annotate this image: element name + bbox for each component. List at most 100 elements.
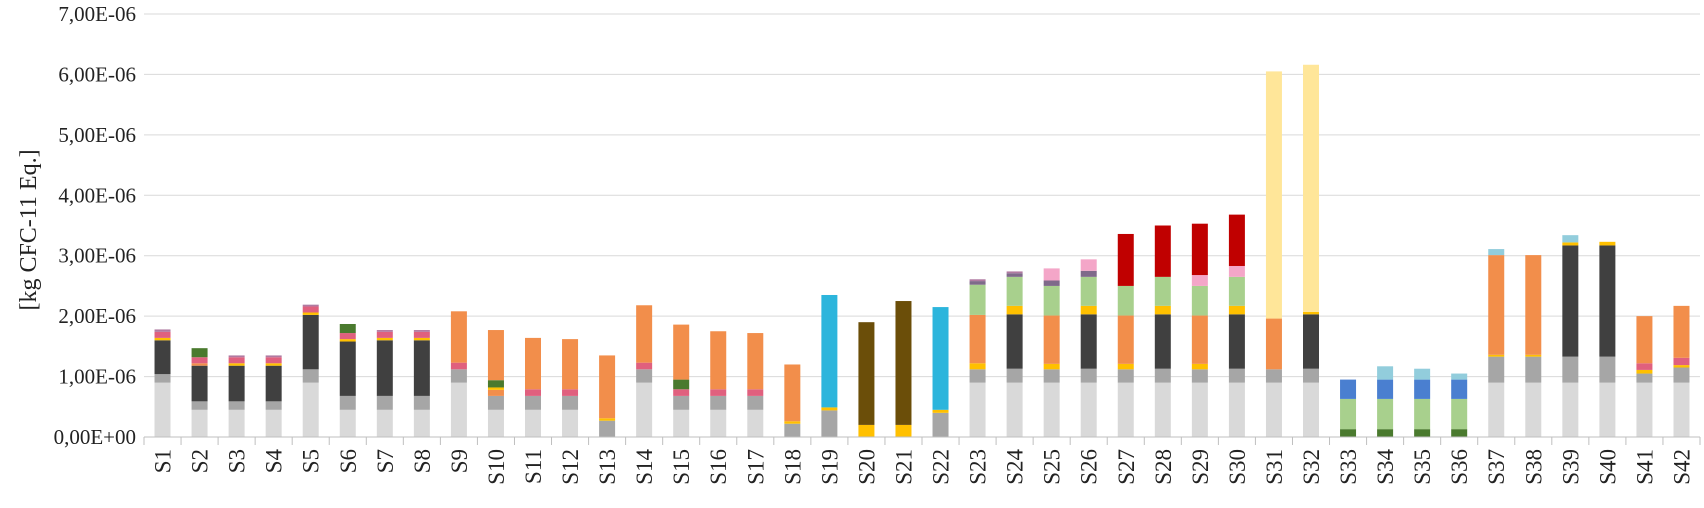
bar-segment: [487, 409, 504, 437]
bar-segment: [1525, 354, 1542, 357]
bar-segment: [969, 369, 986, 383]
bar-segment: [191, 363, 208, 366]
bar-segment: [450, 369, 467, 383]
bar-segment: [302, 382, 319, 437]
bar-stack-s11: [525, 337, 541, 437]
bar-segment: [1451, 373, 1468, 380]
x-tick-label: S38: [1521, 449, 1546, 485]
bar-segment: [1154, 276, 1171, 306]
bar-segment: [1191, 382, 1208, 437]
bar-segment: [339, 341, 356, 396]
bar-segment: [1043, 285, 1060, 316]
x-tick-labels: S1 S2 S3 S4 S5 S6 S7 S8 S9 S10 S11 S12 S13 S14 S15 S16 S…: [151, 449, 1695, 485]
bar-segment: [1303, 311, 1319, 315]
bar-segment: [1228, 368, 1245, 383]
bar-stack-s42: [1673, 305, 1690, 437]
bar-segment: [1265, 71, 1282, 319]
bar-segment: [1562, 242, 1579, 246]
y-tick-labels: 0,00E+00 1,00E-06 2,00E-06 3,00E-06 4,00E-06…: [54, 2, 136, 449]
bar-segment: [1228, 265, 1245, 277]
bar-segment: [1043, 363, 1060, 370]
x-tick-label: S6: [336, 449, 361, 473]
bar-segment: [1006, 368, 1023, 383]
bar-segment: [1414, 398, 1431, 430]
bar-segment: [1562, 235, 1579, 243]
bar-stack-s20: [858, 322, 875, 437]
x-tick-label: S27: [1114, 449, 1139, 485]
bar-stack-s14: [636, 305, 653, 437]
bar-segment: [1340, 398, 1357, 430]
bar-segment: [1080, 368, 1097, 383]
bar-segment: [1080, 259, 1097, 271]
bar-segment: [710, 395, 727, 410]
bar-segment: [1636, 382, 1653, 437]
x-tick-label: S21: [891, 449, 916, 485]
bar-stack-s25: [1043, 268, 1060, 437]
bar-segment: [191, 409, 208, 437]
bar-stack-s1: [154, 329, 171, 437]
bar-segment: [1451, 429, 1468, 437]
bar-segment: [265, 357, 282, 364]
bar-segment: [1117, 285, 1134, 316]
bar-segment: [1451, 379, 1468, 399]
bar-segment: [1414, 379, 1431, 399]
bar-stack-s16: [710, 331, 727, 437]
bar-segment: [191, 348, 208, 358]
bar-segment: [376, 340, 393, 396]
bar-segment: [376, 395, 393, 410]
bar-segment: [413, 409, 430, 437]
bar-segment: [525, 389, 541, 396]
bar-segment: [1673, 357, 1690, 366]
bar-segment: [1488, 249, 1505, 256]
bar-segment: [228, 363, 245, 366]
x-tick-label: S36: [1447, 449, 1472, 485]
bar-segment: [1117, 369, 1134, 383]
bar-segment: [599, 420, 616, 437]
bar-segment: [1451, 398, 1468, 430]
x-tick-label: S20: [854, 449, 879, 485]
bar-segment: [1525, 382, 1542, 437]
bar-segment: [636, 305, 653, 363]
bar-segment: [1117, 315, 1134, 364]
x-tick-label: S31: [1262, 449, 1287, 485]
x-tick-label: S2: [188, 449, 213, 473]
bar-segment: [747, 409, 764, 437]
y-tick-label: 4,00E-06: [58, 183, 136, 207]
bar-stack-s13: [599, 355, 616, 437]
bar-segment: [1043, 315, 1060, 364]
bar-segment: [1006, 305, 1023, 315]
bar-segment: [228, 409, 245, 437]
bar-segment: [487, 380, 504, 388]
bar-segment: [265, 363, 282, 366]
bar-segment: [1636, 369, 1653, 374]
bar-stack-s30: [1228, 214, 1245, 437]
bar-segment: [1562, 382, 1579, 437]
bar-stack-s40: [1599, 241, 1616, 437]
bar-segment: [1303, 314, 1319, 369]
bar-segment: [339, 395, 356, 410]
bar-segment: [1191, 369, 1208, 383]
x-tick-label: S3: [225, 449, 250, 473]
x-tick-label: S25: [1040, 449, 1065, 485]
bar-segment: [191, 401, 208, 410]
bar-stack-s35: [1414, 368, 1431, 437]
bar-segment: [747, 389, 764, 396]
bar-segment: [1303, 368, 1319, 383]
bar-segment: [784, 423, 801, 437]
bar-stack-s19: [821, 294, 838, 437]
bar-stack-s3: [228, 355, 245, 437]
bar-segment: [191, 365, 208, 402]
bar-segment: [710, 389, 727, 396]
bar-segment: [1228, 314, 1245, 369]
bar-segment: [1414, 429, 1431, 437]
y-tick-label: 6,00E-06: [58, 62, 136, 86]
bar-segment: [1265, 382, 1282, 437]
bar-segment: [1377, 398, 1394, 430]
bar-segment: [1340, 429, 1357, 437]
bars: [154, 64, 1690, 437]
bar-stack-s22: [932, 307, 949, 437]
x-tick-label: S42: [1669, 449, 1694, 485]
bar-segment: [710, 409, 727, 437]
bar-stack-s4: [265, 355, 282, 437]
bar-stack-s41: [1636, 316, 1653, 437]
